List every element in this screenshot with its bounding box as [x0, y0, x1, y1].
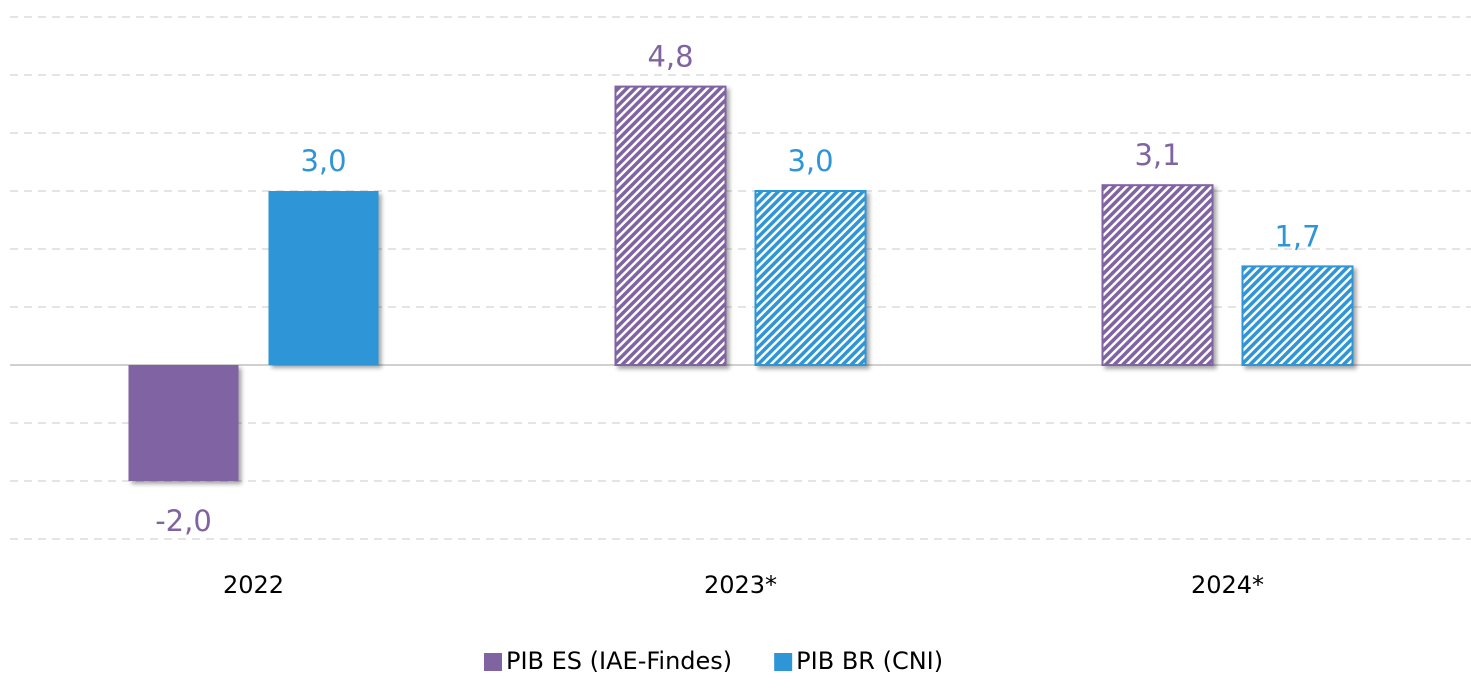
- legend-swatch: [774, 653, 793, 671]
- bar: [128, 365, 239, 481]
- legend-label: PIB ES (IAE-Findes): [506, 647, 732, 675]
- x-tick-label: 2022: [223, 571, 284, 599]
- bar: [1241, 265, 1354, 366]
- data-label: 3,1: [1134, 138, 1180, 172]
- data-label: -2,0: [155, 504, 212, 538]
- x-tick-label: 2024*: [1191, 571, 1264, 599]
- data-label: 3,0: [300, 144, 346, 178]
- bar: [268, 191, 379, 365]
- x-tick-label: 2023*: [704, 571, 777, 599]
- bar: [614, 85, 727, 366]
- bar: [1101, 184, 1214, 366]
- legend-label: PIB BR (CNI): [796, 647, 943, 675]
- data-label: 1,7: [1274, 219, 1320, 253]
- data-label: 4,8: [647, 40, 693, 74]
- bar: [754, 190, 867, 366]
- legend-swatch: [484, 653, 502, 671]
- data-label: 3,0: [787, 144, 833, 178]
